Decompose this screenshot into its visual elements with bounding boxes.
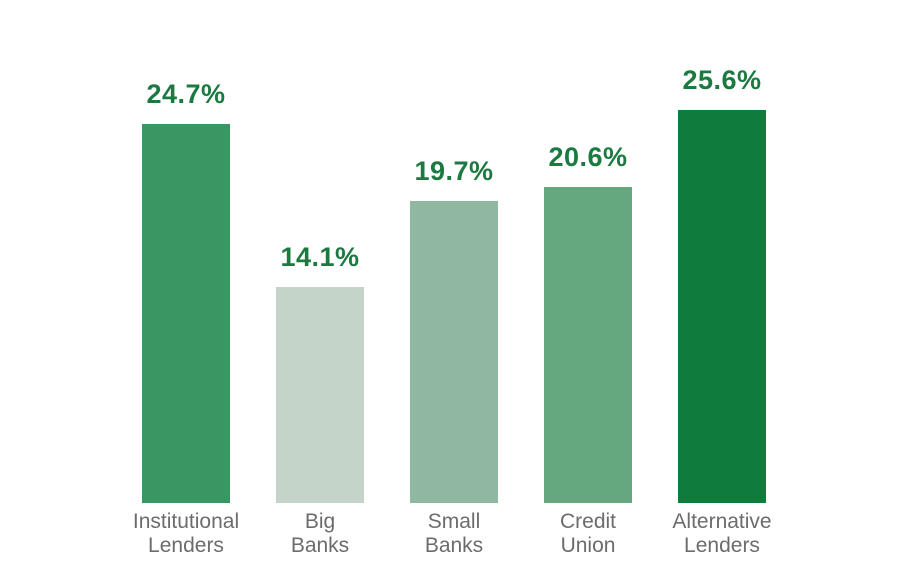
- bar-category-label-line: Lenders: [684, 533, 760, 557]
- bar-plot-area: 14.1%: [253, 0, 387, 503]
- bar-category-label-line: Institutional: [132, 510, 240, 533]
- bar-value-label: 24.7%: [146, 79, 226, 109]
- bar-category-label: Small Banks: [425, 503, 483, 557]
- bar: [410, 201, 498, 503]
- bar-category-label-line: Lenders: [148, 533, 224, 557]
- bar-plot-area: 24.7%: [119, 0, 253, 503]
- bar: [142, 124, 230, 503]
- bar-columns: 24.7% Institutional Lenders 14.1% Big Bank…: [119, 0, 789, 557]
- bar-category-label: Institutional Lenders: [133, 503, 239, 557]
- bar-category-label: Alternative Lenders: [672, 503, 771, 557]
- bar-column: 25.6% Alternative Lenders: [655, 0, 789, 557]
- bar-column: 24.7% Institutional Lenders: [119, 0, 253, 557]
- bar-value-label: 19.7%: [414, 156, 494, 186]
- bar-category-label-line: Credit: [559, 510, 617, 533]
- bar-plot-area: 25.6%: [655, 0, 789, 503]
- bar-value-label: 20.6%: [548, 142, 628, 172]
- bar-category-label-line: Small: [427, 510, 481, 533]
- bar-column: 19.7% Small Banks: [387, 0, 521, 557]
- bar-category-label-line: Big: [304, 510, 336, 533]
- bar-category-label: Credit Union: [560, 503, 616, 557]
- bar-value-label: 25.6%: [682, 65, 762, 95]
- bar: [276, 287, 364, 503]
- bar-category-label-line: Banks: [290, 533, 350, 557]
- bar: [544, 187, 632, 503]
- bar-column: 20.6% Credit Union: [521, 0, 655, 557]
- bar: [678, 110, 766, 503]
- bar-category-label-line: Alternative: [672, 510, 772, 533]
- bar-plot-area: 20.6%: [521, 0, 655, 503]
- bar-category-label-line: Banks: [424, 533, 484, 557]
- bar-category-label-line: Union: [560, 533, 616, 557]
- bar-plot-area: 19.7%: [387, 0, 521, 503]
- bar-category-label: Big Banks: [291, 503, 349, 557]
- bar-value-label: 14.1%: [280, 242, 360, 272]
- bar-column: 14.1% Big Banks: [253, 0, 387, 557]
